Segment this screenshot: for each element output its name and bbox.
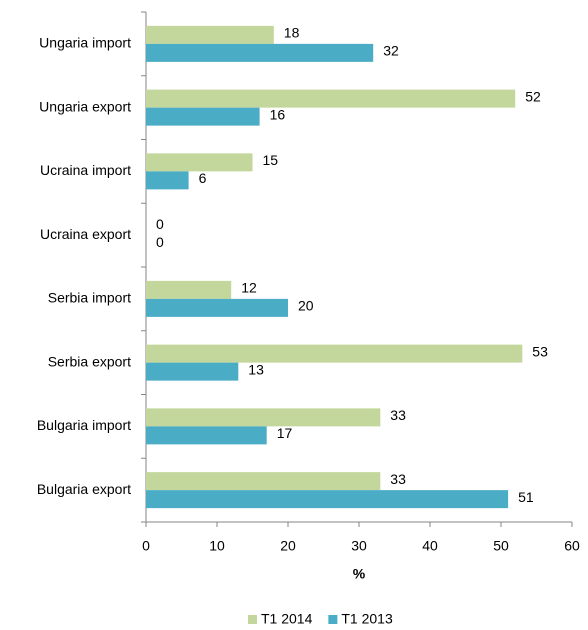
x-tick-label: 20 <box>280 538 296 554</box>
bar <box>146 43 374 62</box>
y-tick-label: Bulgaria import <box>37 417 131 433</box>
bar <box>146 344 523 363</box>
legend-swatch <box>328 615 338 624</box>
bar <box>146 25 274 44</box>
y-tick-label: Serbia import <box>48 290 131 306</box>
data-label: 52 <box>525 88 541 104</box>
data-label: 13 <box>248 361 264 377</box>
bar <box>146 362 239 381</box>
x-tick-label: 60 <box>564 538 580 554</box>
data-label: 17 <box>277 425 293 441</box>
bar <box>146 472 381 491</box>
x-axis-label: % <box>353 566 366 582</box>
data-label: 6 <box>199 170 207 186</box>
data-label: 15 <box>263 152 279 168</box>
data-label: 0 <box>156 234 164 250</box>
x-tick-label: 10 <box>209 538 225 554</box>
data-label: 0 <box>156 216 164 232</box>
legend-swatch <box>248 615 257 624</box>
x-tick-label: 30 <box>351 538 367 554</box>
bar <box>146 107 260 126</box>
bar <box>146 426 267 445</box>
bar <box>146 408 381 427</box>
y-tick-label: Ungaria export <box>39 98 131 114</box>
bar <box>146 171 189 190</box>
x-tick-label: 50 <box>493 538 509 554</box>
data-label: 53 <box>532 343 548 359</box>
bar <box>146 89 516 108</box>
data-label: 51 <box>518 489 534 505</box>
data-label: 18 <box>284 25 300 41</box>
bar <box>146 298 288 317</box>
data-label: 33 <box>390 471 406 487</box>
y-tick-label: Ungaria import <box>39 35 131 51</box>
data-label: 16 <box>270 106 286 122</box>
legend-label: T1 2013 <box>341 611 393 627</box>
data-label: 32 <box>383 43 399 59</box>
x-tick-label: 40 <box>422 538 438 554</box>
y-tick-label: Ucraina export <box>40 226 131 242</box>
legend-label: T1 2014 <box>261 611 313 627</box>
data-label: 33 <box>390 407 406 423</box>
y-tick-label: Ucraina import <box>40 162 131 178</box>
bar <box>146 280 232 299</box>
y-tick-label: Bulgaria export <box>37 481 131 497</box>
data-label: 20 <box>298 298 314 314</box>
data-label: 12 <box>241 280 257 296</box>
x-tick-label: 0 <box>142 538 150 554</box>
bar <box>146 490 509 509</box>
bar <box>146 153 253 172</box>
y-tick-label: Serbia export <box>48 353 131 369</box>
